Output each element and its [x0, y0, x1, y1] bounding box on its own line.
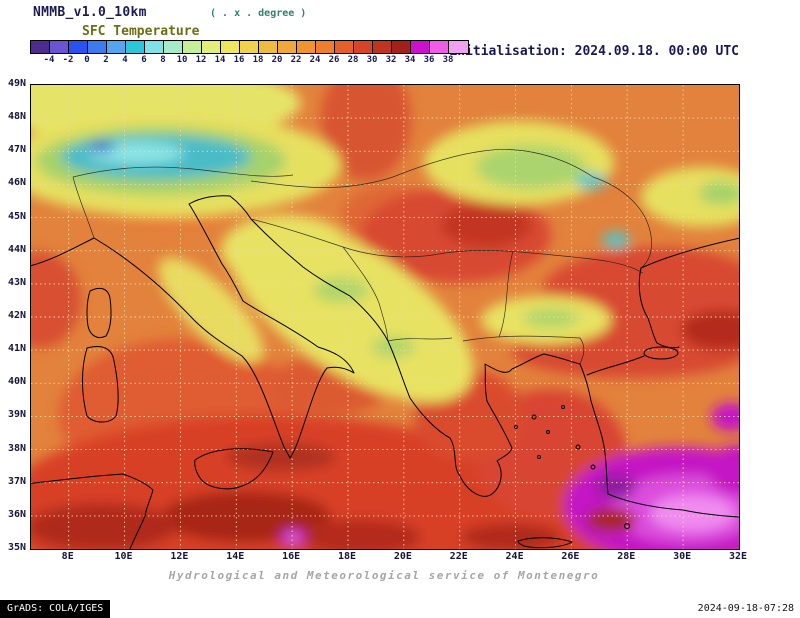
credit-line: Hydrological and Meteorological service … [168, 569, 600, 582]
lon-label: 32E [728, 551, 748, 562]
lon-label: 22E [449, 551, 468, 562]
colorbar-tick-label: 28 [347, 55, 359, 65]
colorbar-tick-label: -4 [43, 55, 55, 65]
colorbar-tick-label: 16 [233, 55, 245, 65]
colorbar-segment [373, 41, 392, 53]
lon-label: 18E [337, 551, 357, 562]
colorbar-segment [430, 41, 449, 53]
grads-stamp: GrADS: COLA/IGES [0, 600, 111, 618]
colorbar-tick-label: 10 [176, 55, 188, 65]
colorbar-segment [107, 41, 126, 53]
lat-label: 42N [7, 310, 26, 321]
colorbar-segment [354, 41, 373, 53]
colorbar-tick-label: 32 [385, 55, 397, 65]
model-title: NMMB_v1.0_10km [33, 5, 147, 20]
lon-label: 30E [673, 551, 692, 562]
lat-label: 41N [7, 343, 26, 355]
temperature-map [31, 85, 739, 549]
colorbar-tick-label: 38 [442, 55, 454, 65]
variable-title: SFC Temperature [82, 24, 200, 39]
colorbar-segment [50, 41, 69, 53]
colorbar-tick-label: 22 [290, 55, 302, 65]
colorbar-tick-label: 26 [328, 55, 340, 65]
lat-label: 37N [7, 475, 26, 487]
colorbar-tick-labels: -4 -2 0 2 4 6 8 10 12 14 16 18 20 22 24 26 28 30 32 34 36 38 [30, 55, 470, 67]
colorbar-tick-label: 14 [214, 55, 226, 65]
colorbar-segment [449, 41, 468, 53]
colorbar-segment [240, 41, 259, 53]
lat-label: 46N [7, 177, 26, 189]
country-borders [72, 149, 652, 365]
lat-label: 49N [7, 78, 26, 89]
lat-label: 36N [7, 508, 26, 520]
lat-label: 38N [7, 442, 26, 454]
lat-axis: 49N 48N 47N 46N 45N 44N 43N 42N 41N 40N 39N 38N 37N 3… [2, 78, 28, 553]
colorbar-segment [183, 41, 202, 53]
lon-label: 20E [393, 551, 412, 562]
lat-label: 35N [7, 542, 26, 553]
lon-label: 28E [617, 551, 636, 562]
map-frame [30, 84, 740, 550]
lon-label: 24E [505, 551, 524, 562]
lat-label: 48N [7, 111, 26, 123]
colorbar-segment [31, 41, 50, 53]
lat-label: 40N [7, 376, 26, 388]
lon-label: 8E [61, 551, 74, 562]
initialisation-time: initialisation: 2024.09.18. 00:00 UTC [449, 44, 739, 59]
coastlines [31, 195, 739, 549]
degree-note: ( . x . degree ) [210, 8, 307, 19]
colorbar [30, 40, 469, 54]
colorbar-tick-label: 0 [84, 55, 90, 65]
lon-label: 14E [226, 551, 245, 562]
colorbar-segment [202, 41, 221, 53]
colorbar-segment [297, 41, 316, 53]
colorbar-segment [316, 41, 335, 53]
colorbar-tick-label: 6 [141, 55, 147, 65]
colorbar-tick-label: 18 [252, 55, 264, 65]
colorbar-segment [392, 41, 411, 53]
lat-label: 47N [7, 144, 26, 156]
colorbar-tick-label: 20 [271, 55, 283, 65]
generation-timestamp: 2024-09-18-07:28 [697, 603, 794, 614]
colorbar-segment [221, 41, 240, 53]
colorbar-tick-label: 2 [103, 55, 109, 65]
colorbar-tick-label: 36 [423, 55, 435, 65]
colorbar-tick-label: 30 [366, 55, 378, 65]
lon-axis: 8E 10E 12E 14E 16E 18E 20E 22E 24E 26E 28E 30E 32E [30, 551, 747, 565]
colorbar-tick-label: 8 [160, 55, 166, 65]
lon-label: 10E [114, 551, 133, 562]
colorbar-tick-label: 34 [404, 55, 416, 65]
colorbar-tick-label: 24 [309, 55, 321, 65]
colorbar-segment [164, 41, 183, 53]
colorbar-segment [411, 41, 430, 53]
lat-label: 43N [7, 276, 26, 288]
lon-label: 12E [170, 551, 189, 562]
colorbar-segment [69, 41, 88, 53]
colorbar-tick-label: 12 [195, 55, 207, 65]
colorbar-tick-label: 4 [122, 55, 128, 65]
colorbar-segment [145, 41, 164, 53]
lat-label: 44N [7, 243, 26, 255]
colorbar-segment [259, 41, 278, 53]
colorbar-segment [126, 41, 145, 53]
lat-label: 45N [7, 210, 26, 222]
lat-label: 39N [7, 409, 26, 421]
lon-label: 26E [561, 551, 580, 562]
colorbar-segment [278, 41, 297, 53]
colorbar-segment [88, 41, 107, 53]
colorbar-tick-label: -2 [62, 55, 74, 65]
lon-label: 16E [282, 551, 301, 562]
colorbar-segment [335, 41, 354, 53]
graticule [31, 85, 739, 549]
